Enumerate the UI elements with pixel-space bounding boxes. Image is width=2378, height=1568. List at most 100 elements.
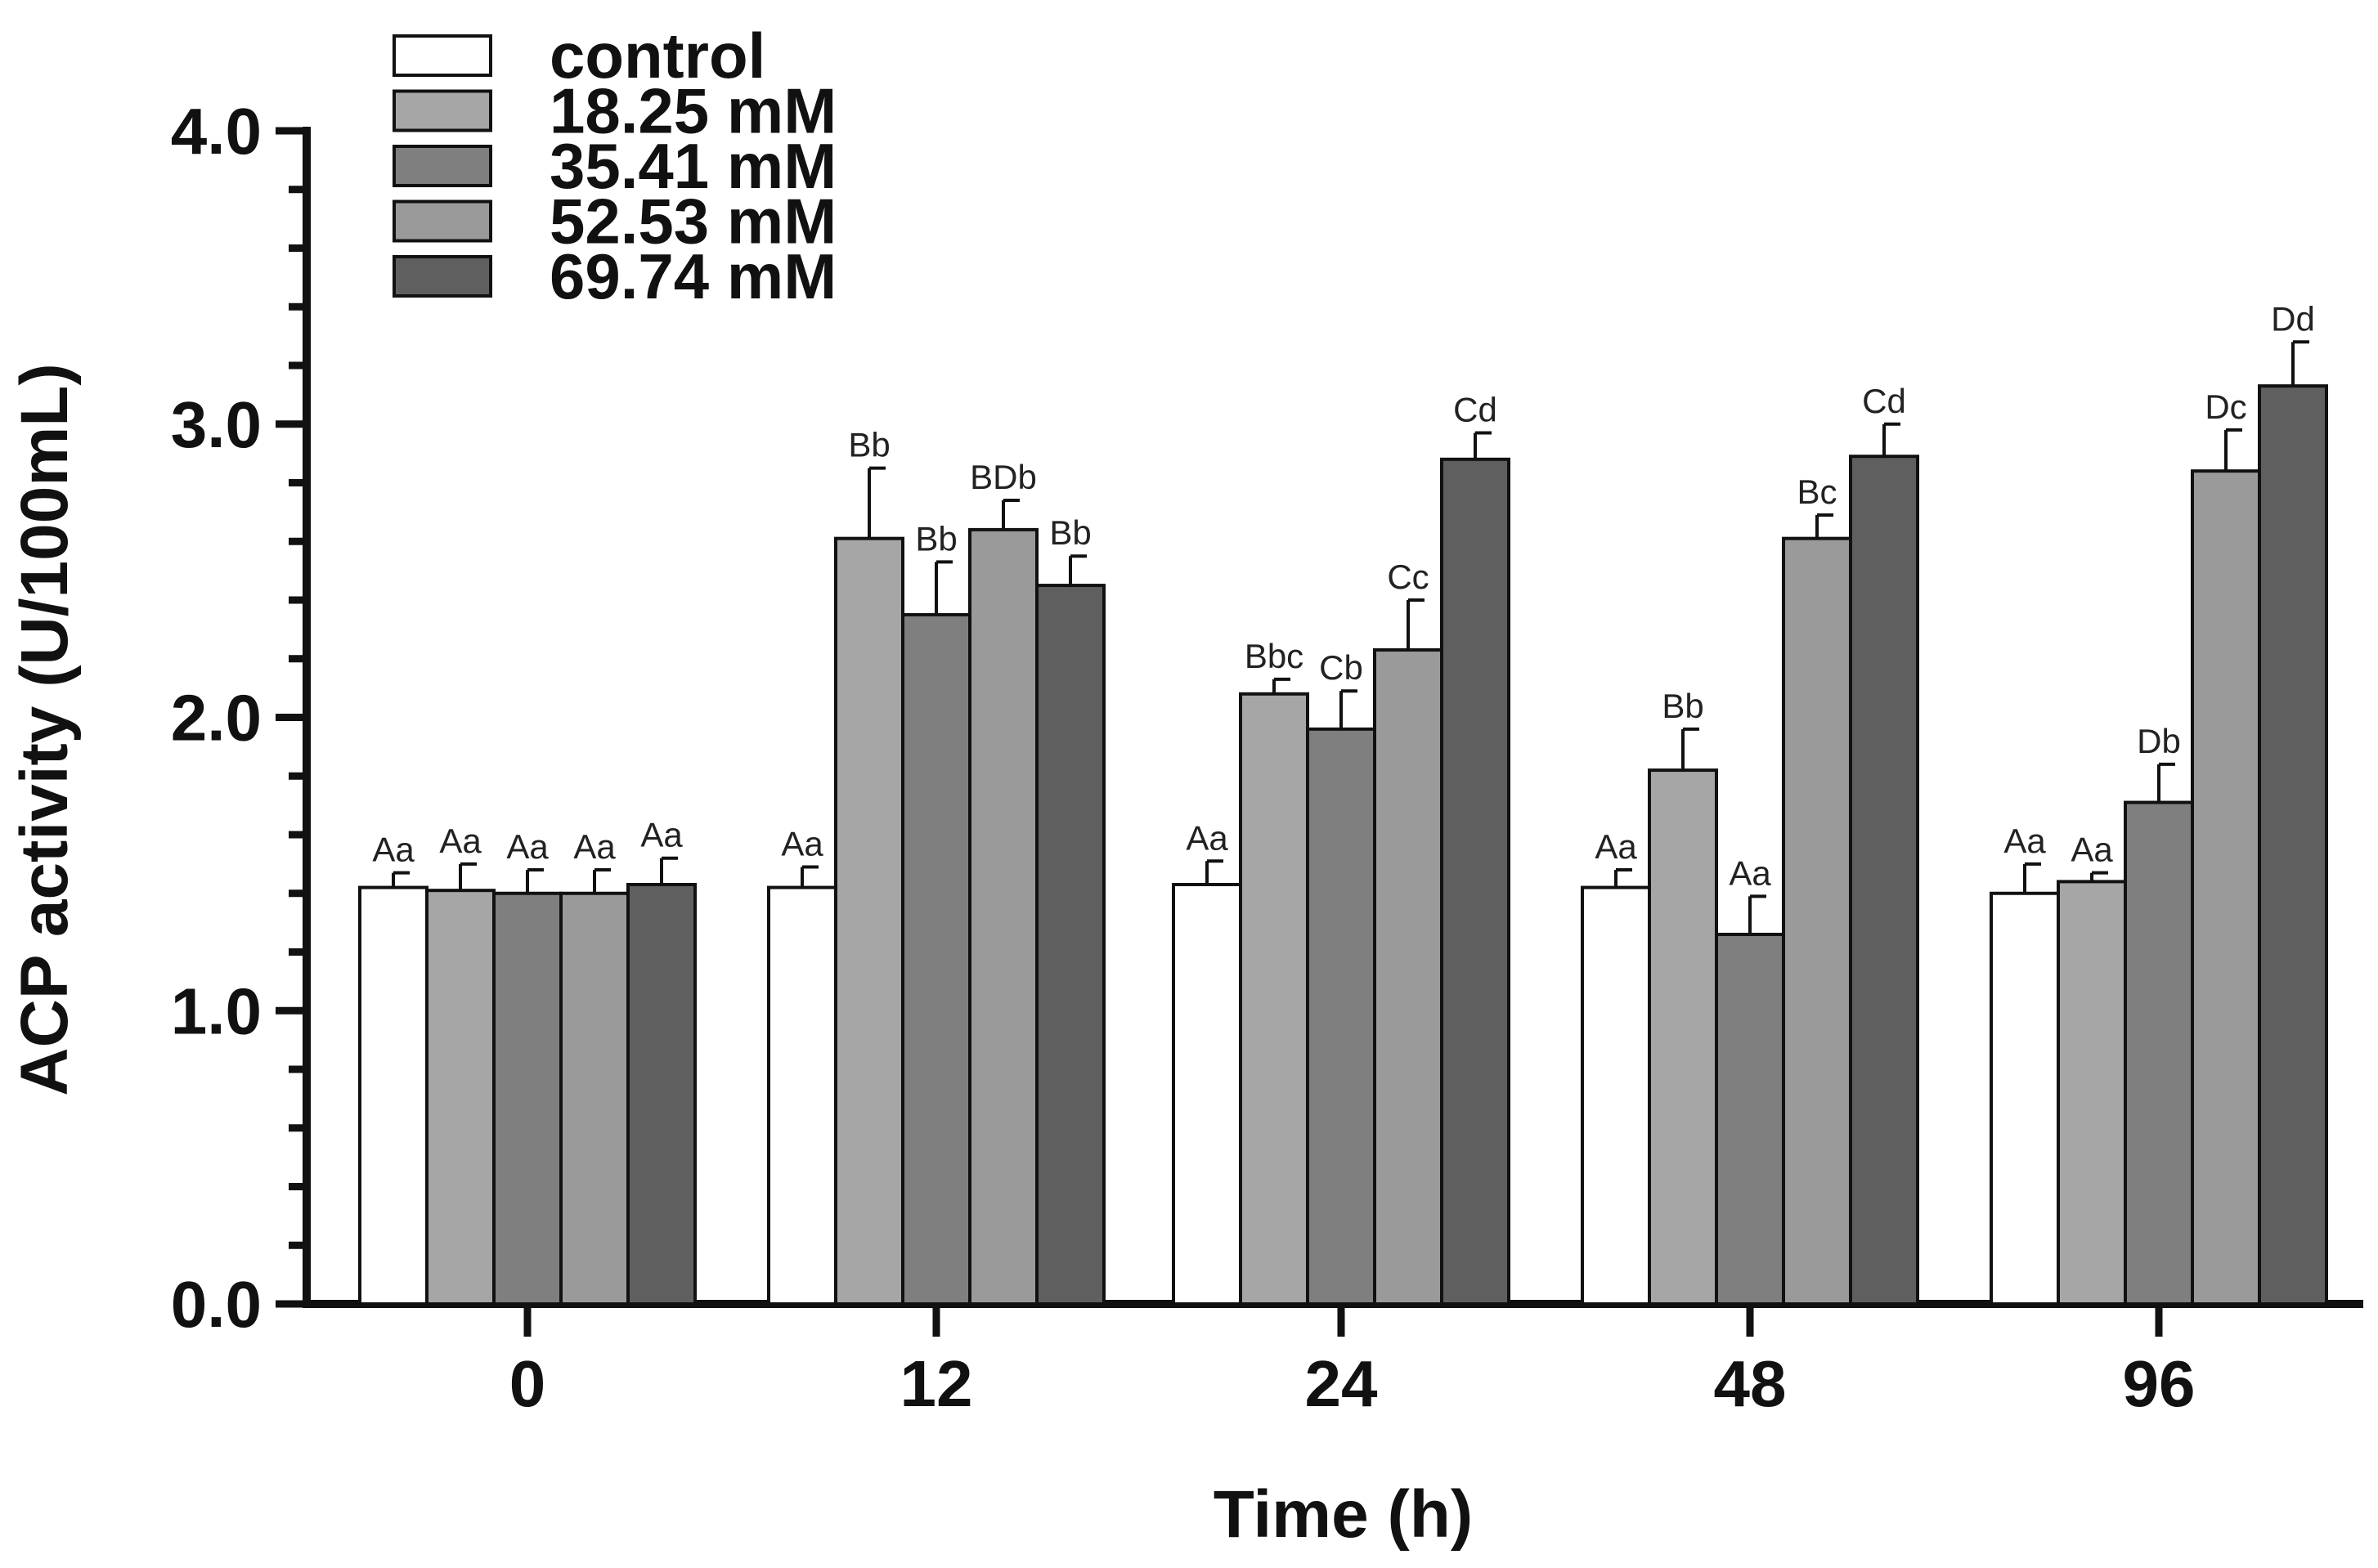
bar-label: BDb xyxy=(970,458,1037,496)
bar-label: Aa xyxy=(1729,853,1771,892)
bar xyxy=(1648,768,1718,1306)
bar xyxy=(1172,882,1242,1306)
bar-group-item: Aa xyxy=(1715,853,1785,1306)
bar-group-item: Aa xyxy=(559,827,630,1306)
bar xyxy=(2124,800,2194,1306)
legend-swatch xyxy=(393,145,492,187)
bar-label: Dc xyxy=(2205,388,2246,426)
bar-group-item: Aa xyxy=(2057,831,2127,1306)
bar-group-item: Dd xyxy=(2258,299,2328,1306)
x-tick-label: 48 xyxy=(1714,1347,1787,1420)
legend-swatch xyxy=(393,89,492,132)
bar xyxy=(2191,469,2261,1306)
bar xyxy=(1581,885,1651,1306)
bar xyxy=(559,891,630,1306)
y-tick-label: 1.0 xyxy=(171,974,262,1047)
x-tick-label: 96 xyxy=(2123,1347,2196,1420)
x-axis-title: Time (h) xyxy=(1214,1477,1473,1552)
bar-group-item: Cc xyxy=(1373,558,1443,1306)
x-tick-label: 0 xyxy=(509,1347,546,1420)
bar xyxy=(1373,647,1443,1306)
bar-group-item: Bbc xyxy=(1239,637,1309,1306)
bar-label: Cb xyxy=(1319,648,1363,687)
bar xyxy=(425,889,496,1306)
bar-group-item: Bb xyxy=(834,426,904,1306)
legend-item: 35.41 mM xyxy=(393,130,837,202)
bar-group-item: Bb xyxy=(1648,687,1718,1306)
bar-group-item: Db xyxy=(2124,722,2194,1306)
bar-label: Bb xyxy=(1049,513,1091,552)
bar-label: Aa xyxy=(2003,822,2046,860)
bar-group-item: BDb xyxy=(968,458,1039,1306)
bar xyxy=(767,885,837,1306)
bar-group-item: Aa xyxy=(358,831,428,1306)
legend-item: control xyxy=(393,20,765,92)
legend-swatch xyxy=(393,199,492,243)
y-tick-label: 4.0 xyxy=(171,95,262,168)
bar-label: Aa xyxy=(781,824,823,862)
bar-group-item: Bc xyxy=(1782,473,1852,1306)
bar-label: Aa xyxy=(372,831,415,869)
bar-label: Aa xyxy=(1186,818,1228,857)
x-tick-label: 24 xyxy=(1305,1347,1378,1420)
legend-label: 35.41 mM xyxy=(550,130,837,202)
bar xyxy=(968,527,1039,1306)
bar xyxy=(834,536,904,1306)
bar-group-item: Aa xyxy=(626,816,697,1306)
bar xyxy=(1440,457,1510,1306)
bar-label: Cd xyxy=(1453,391,1497,429)
bar-label: Dd xyxy=(2271,299,2315,338)
bar xyxy=(492,891,563,1306)
bar-group-item: Aa xyxy=(425,822,496,1306)
bar-label: Aa xyxy=(439,822,482,860)
bar xyxy=(2057,880,2127,1306)
bar xyxy=(1990,891,2060,1306)
bar-label: Aa xyxy=(506,827,549,866)
bar-group-item: Cd xyxy=(1440,391,1510,1306)
bar-group-item: Aa xyxy=(1172,818,1242,1306)
y-ticks: 0.0 1.0 2.0 3.0 4.0 xyxy=(171,95,307,1341)
bar xyxy=(626,882,697,1306)
y-tick-label: 2.0 xyxy=(171,682,262,755)
bar-group-item: Bb xyxy=(901,519,971,1306)
legend-swatch xyxy=(393,34,492,77)
bar-label: Cd xyxy=(1862,382,1906,420)
y-axis-title: ACP activity (U/100mL) xyxy=(7,363,82,1095)
bar-group-item: Aa xyxy=(1581,827,1651,1306)
bar-label: Bbc xyxy=(1245,637,1303,675)
bar-group-item: Cb xyxy=(1306,648,1376,1306)
bars: Aa Aa Aa Aa Aa Aa Bb Bb BDb Bb Aa Bbc Cb Cc Cd Aa Bb Aa Bc… xyxy=(358,299,2328,1306)
bar-label: Db xyxy=(2137,722,2181,760)
bar-group-item: Cd xyxy=(1849,382,1919,1306)
legend-label: 18.25 mM xyxy=(550,75,837,147)
bar-label: Aa xyxy=(1595,827,1637,866)
x-tick-label: 12 xyxy=(900,1347,973,1420)
bar-label: Aa xyxy=(640,816,683,854)
legend-label: 69.74 mM xyxy=(550,240,837,312)
bar-group-item: Aa xyxy=(492,827,563,1306)
bar xyxy=(1239,692,1309,1306)
y-tick-label: 3.0 xyxy=(171,388,262,461)
bar xyxy=(1306,727,1376,1306)
bar xyxy=(1035,584,1106,1306)
bar-group-item: Aa xyxy=(767,824,837,1306)
legend-label: control xyxy=(550,20,765,92)
bar-label: Bb xyxy=(1662,687,1703,725)
legend-item: 52.53 mM xyxy=(393,186,837,258)
legend-swatch xyxy=(393,255,492,298)
legend-label: 52.53 mM xyxy=(550,186,837,258)
bar-group-item: Dc xyxy=(2191,388,2261,1306)
bar-label: Aa xyxy=(2071,831,2113,869)
bar xyxy=(901,612,971,1306)
bar xyxy=(1715,932,1785,1306)
bar-label: Bb xyxy=(848,426,890,464)
bar-group-item: Bb xyxy=(1035,513,1106,1306)
x-ticks: 0 12 24 48 96 xyxy=(509,1304,2196,1420)
legend-item: 69.74 mM xyxy=(393,240,837,312)
legend-item: 18.25 mM xyxy=(393,75,837,147)
bar-label: Bc xyxy=(1797,473,1837,511)
bar xyxy=(2258,384,2328,1306)
y-tick-label: 0.0 xyxy=(171,1268,262,1341)
